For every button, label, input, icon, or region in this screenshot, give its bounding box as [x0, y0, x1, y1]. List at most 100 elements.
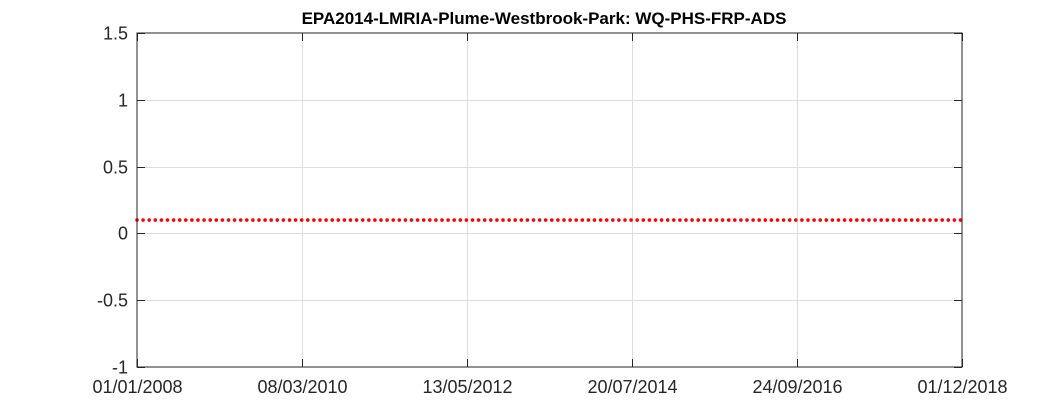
data-point — [909, 218, 914, 222]
data-point — [458, 218, 463, 222]
data-point — [354, 218, 359, 222]
data-point — [330, 218, 335, 222]
data-point — [348, 218, 353, 222]
data-point — [543, 218, 548, 222]
data-point — [373, 218, 377, 222]
data-point — [946, 218, 951, 222]
data-point — [794, 218, 798, 222]
data-point — [855, 218, 859, 222]
data-point — [775, 218, 780, 222]
data-point — [580, 218, 585, 222]
data-point — [238, 218, 243, 222]
data-point — [409, 218, 414, 222]
data-point — [861, 218, 865, 222]
data-point — [147, 218, 151, 222]
data-point — [397, 218, 402, 222]
data-point — [141, 218, 145, 222]
data-point — [171, 218, 176, 222]
data-point — [245, 218, 249, 222]
data-point — [586, 218, 591, 222]
data-point — [787, 218, 792, 222]
data-point — [489, 218, 493, 222]
data-point — [848, 218, 853, 222]
data-point — [763, 218, 768, 222]
data-point — [733, 218, 737, 222]
data-point — [745, 218, 749, 222]
data-point — [519, 218, 524, 222]
x-axis-tick-labels: 01/01/2008 08/03/2010 13/05/2012 20/07/2014… — [92, 377, 1007, 397]
data-point — [556, 218, 560, 222]
data-point — [830, 218, 835, 222]
data-point — [415, 218, 420, 222]
data-point — [226, 218, 231, 222]
x-tick-label: 01/12/2018 — [917, 377, 1007, 397]
data-point — [940, 218, 944, 222]
data-point — [525, 218, 530, 222]
data-point — [781, 218, 786, 222]
data-point — [385, 218, 389, 222]
data-point — [464, 218, 469, 222]
data-point — [281, 218, 286, 222]
data-point — [592, 218, 597, 222]
data-point — [647, 218, 652, 222]
y-tick-label: -1 — [112, 358, 128, 378]
data-point — [812, 218, 816, 222]
data-point — [568, 218, 572, 222]
data-point — [824, 218, 829, 222]
data-point — [928, 218, 932, 222]
data-point — [299, 218, 304, 222]
data-point — [665, 218, 670, 222]
data-point — [531, 218, 536, 222]
y-tick-label: 1 — [118, 91, 128, 111]
data-point — [232, 218, 237, 222]
y-axis-tick-labels: 1.5 1 0.5 0 -0.5 -1 — [97, 24, 128, 378]
data-point — [251, 218, 255, 222]
x-tick-label: 24/09/2016 — [752, 377, 842, 397]
data-point — [177, 218, 182, 222]
data-point — [446, 218, 450, 222]
data-point — [269, 218, 274, 222]
data-point — [739, 218, 743, 222]
data-point — [714, 218, 719, 222]
data-point — [287, 218, 292, 222]
data-point — [726, 218, 731, 222]
data-point — [482, 218, 487, 222]
data-point — [678, 218, 682, 222]
data-point — [452, 218, 457, 222]
data-point — [360, 218, 365, 222]
data-point — [672, 218, 676, 222]
data-point — [367, 218, 371, 222]
data-point — [537, 218, 542, 222]
data-point — [623, 218, 627, 222]
y-tick-label: 0 — [118, 224, 128, 244]
data-point — [184, 218, 188, 222]
data-point — [818, 218, 822, 222]
data-point — [952, 218, 957, 222]
data-point — [958, 218, 963, 222]
grid-lines — [137, 33, 962, 367]
data-point — [342, 218, 347, 222]
data-point — [903, 218, 908, 222]
data-point — [275, 218, 280, 222]
data-point — [769, 218, 774, 222]
chart-title: EPA2014-LMRIA-Plume-Westbrook-Park: WQ-P… — [302, 9, 787, 28]
data-point — [629, 218, 633, 222]
data-point — [690, 218, 694, 222]
data-point — [653, 218, 658, 222]
y-tick-label: -0.5 — [97, 291, 128, 311]
data-point — [806, 218, 810, 222]
data-point — [513, 218, 517, 222]
data-point — [153, 218, 158, 222]
data-point — [873, 218, 877, 222]
data-point — [220, 218, 225, 222]
data-point — [550, 218, 554, 222]
data-point — [476, 218, 481, 222]
data-point — [885, 218, 890, 222]
data-point — [617, 218, 621, 222]
data-point — [684, 218, 688, 222]
data-point — [659, 218, 664, 222]
data-point — [208, 218, 212, 222]
data-point — [562, 218, 566, 222]
data-point — [165, 218, 170, 222]
data-point — [611, 218, 615, 222]
